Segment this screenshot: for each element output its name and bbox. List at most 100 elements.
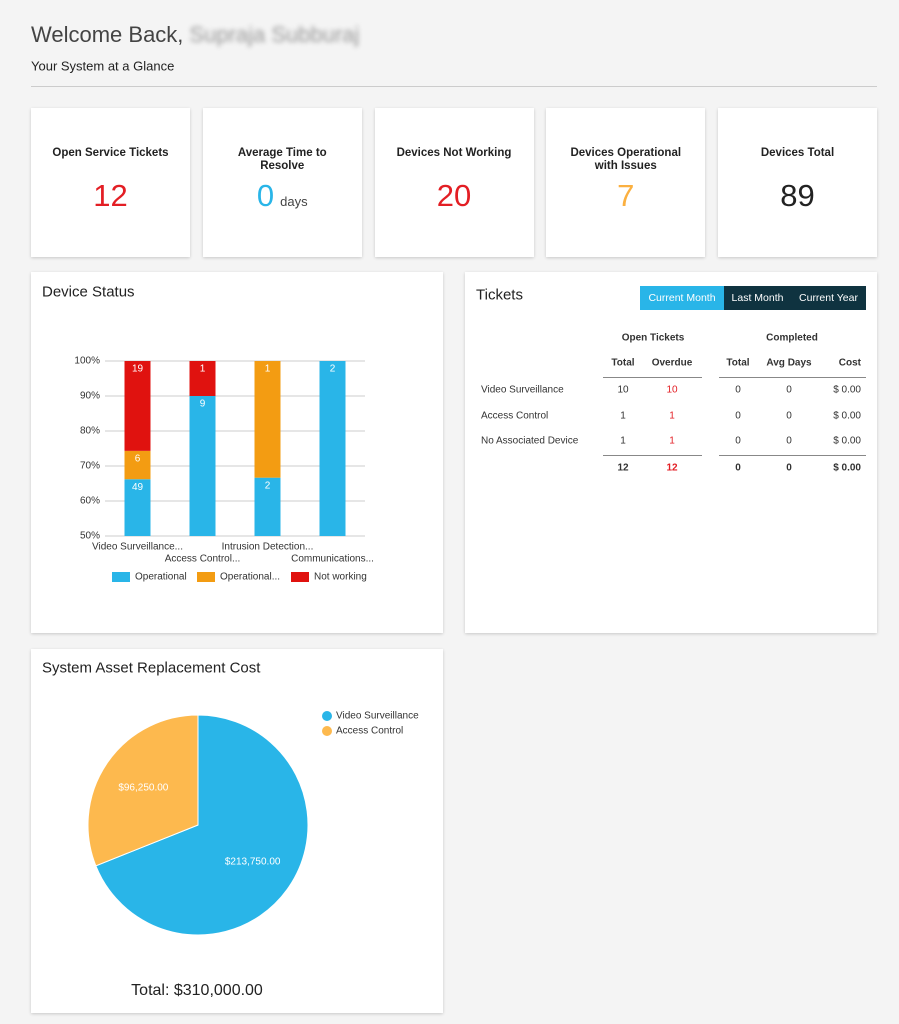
legend-swatch [197, 572, 215, 582]
bar-segment [319, 361, 346, 536]
bar-segment [189, 396, 216, 536]
panel-title: Tickets [476, 286, 523, 304]
panel-title: Device Status [42, 283, 135, 301]
bar-segment [124, 479, 151, 536]
period-button[interactable]: Last Month [724, 286, 791, 310]
data-label: 9 [200, 399, 206, 410]
rule [719, 377, 866, 378]
legend-swatch [112, 572, 130, 582]
data-label: 1 [200, 364, 206, 375]
stat-value: 89 [780, 178, 815, 213]
stat-card: Open Service Tickets 12 [31, 108, 190, 257]
stat-label: Open Service Tickets [52, 147, 169, 159]
cell: 1 [669, 435, 675, 447]
stat-label: Average Time to Resolve [237, 147, 327, 172]
greeting-text: Welcome Back, [31, 22, 184, 47]
legend-label: Access Control [336, 726, 403, 737]
stat-value-row: 89 [718, 178, 877, 214]
greeting: Welcome Back, Supraja Subburaj [31, 22, 359, 48]
rule [603, 455, 702, 456]
stat-value-row: 12 [31, 178, 190, 214]
cell: 0 [786, 384, 792, 396]
cell: 10 [666, 384, 678, 396]
cell: 0 [735, 384, 741, 396]
total-cell: $ 0.00 [833, 462, 861, 474]
y-tick-label: 100% [74, 356, 100, 367]
legend-label: Video Surveillance [336, 711, 419, 722]
column-header: Total [611, 357, 635, 369]
slice-label: $213,750.00 [225, 857, 281, 868]
total-cell: 12 [666, 462, 678, 474]
data-label: 1 [265, 364, 271, 375]
y-tick-label: 90% [80, 391, 100, 402]
row-label: No Associated Device [481, 435, 579, 447]
cell: 1 [620, 435, 626, 447]
panel-title: System Asset Replacement Cost [42, 659, 261, 677]
bar-segment [124, 450, 151, 480]
period-button[interactable]: Current Year [791, 286, 866, 310]
y-tick-label: 80% [80, 426, 100, 437]
y-tick-label: 50% [80, 531, 100, 542]
column-header: Overdue [651, 357, 693, 369]
row-label: Video Surveillance [481, 384, 564, 396]
divider [31, 86, 877, 87]
pie-total: Total: $310,000.00 [131, 982, 263, 999]
x-tick-label: Video Surveillance... [92, 542, 183, 553]
column-header: Total [726, 357, 750, 369]
cell: 1 [669, 410, 675, 422]
cell: 0 [786, 435, 792, 447]
data-label: 2 [330, 364, 336, 375]
column-header: Cost [838, 357, 861, 369]
cell: 0 [735, 435, 741, 447]
stat-label: Devices Operational with Issues [570, 147, 682, 172]
x-tick-label: Communications... [291, 554, 374, 565]
legend-label: Operational [135, 572, 187, 583]
legend-swatch [291, 572, 309, 582]
data-label: 49 [132, 482, 144, 493]
stat-value: 7 [617, 178, 635, 213]
bar-segment [254, 477, 281, 536]
stat-value-row: 20 [375, 178, 534, 214]
bar-segment [124, 361, 151, 451]
period-button[interactable]: Current Month [640, 286, 724, 310]
cell: 0 [786, 410, 792, 422]
y-tick-label: 70% [80, 461, 100, 472]
stat-label: Devices Total [760, 147, 835, 159]
data-label: 19 [132, 364, 144, 375]
stat-unit: days [280, 194, 308, 209]
subtitle: Your System at a Glance [31, 58, 175, 74]
stat-card: Devices Total 89 [718, 108, 877, 257]
slice-label: $96,250.00 [118, 783, 168, 794]
rule [603, 377, 702, 378]
pie-slice [87, 714, 199, 867]
x-tick-label: Intrusion Detection... [222, 542, 314, 553]
total-cell: 0 [786, 462, 792, 474]
stat-card: Devices Operational with Issues 7 [546, 108, 706, 257]
data-label: 2 [265, 480, 271, 491]
legend-label: Not working [314, 572, 367, 583]
stat-label: Devices Not Working [396, 147, 512, 159]
cell: $ 0.00 [833, 384, 861, 396]
group-header: Completed [766, 332, 818, 344]
rule [719, 455, 866, 456]
stat-value-row: 7 [546, 178, 705, 214]
bar-segment [189, 361, 216, 396]
stat-value: 0 [256, 178, 275, 213]
group-header: Open Tickets [621, 332, 685, 344]
stat-card: Devices Not Working 20 [374, 108, 534, 257]
total-cell: 0 [735, 462, 741, 474]
device-status-panel [31, 272, 443, 633]
data-label: 6 [135, 454, 141, 465]
cell: 1 [620, 410, 626, 422]
total-cell: 12 [617, 462, 629, 474]
stat-value-row: 0 days [203, 178, 362, 214]
stat-value: 20 [436, 178, 472, 213]
cell: 10 [617, 384, 629, 396]
y-tick-label: 60% [80, 496, 100, 507]
cell: $ 0.00 [833, 435, 861, 447]
row-label: Access Control [481, 410, 549, 422]
legend-label: Operational... [220, 572, 280, 583]
pie-slice [95, 714, 309, 936]
